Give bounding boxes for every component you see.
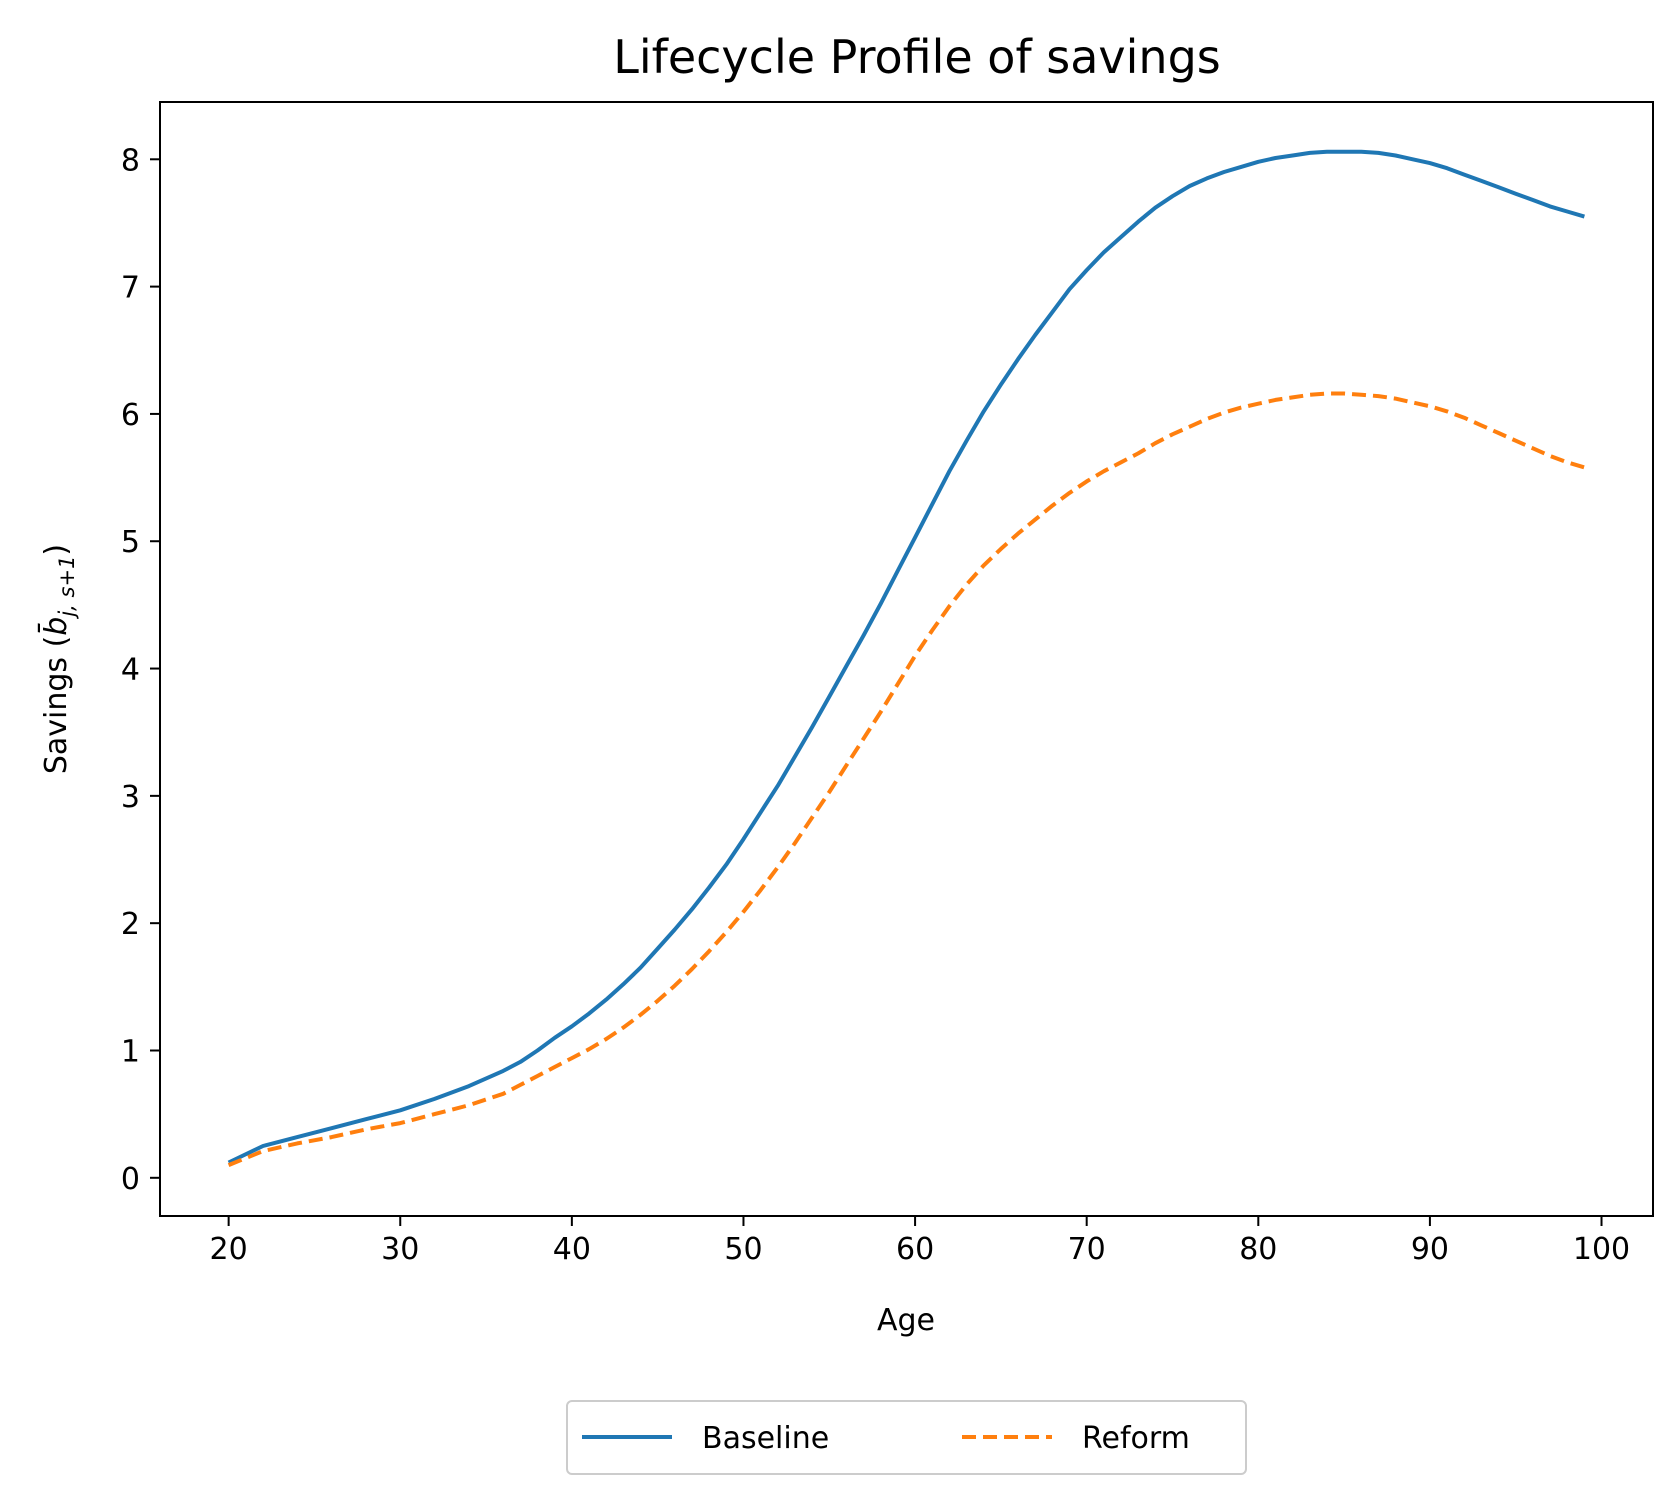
y-axis-label-prefix: Savings ( <box>39 636 74 774</box>
series-line-reform <box>227 391 1585 1167</box>
chart-title: Lifecycle Profile of savings <box>613 30 1221 84</box>
x-axis-label: Age <box>877 1303 935 1338</box>
legend-label-reform: Reform <box>1082 1421 1190 1456</box>
series-line-baseline <box>227 149 1585 1165</box>
y-tick-label: 3 <box>121 780 140 815</box>
y-tick-label: 8 <box>121 143 140 178</box>
y-tick-label: 0 <box>121 1162 140 1197</box>
x-tick-label: 40 <box>553 1232 591 1267</box>
y-tick-label: 1 <box>121 1034 140 1069</box>
x-tick-label: 60 <box>896 1232 934 1267</box>
y-axis-label-suffix: ) <box>39 544 74 556</box>
y-axis-label: Savings (b̄j, s+1) <box>38 544 79 774</box>
x-tick-label: 100 <box>1573 1232 1630 1267</box>
x-tick-label: 50 <box>724 1232 762 1267</box>
y-axis-label-subscript: j, s+1 <box>55 556 79 620</box>
legend: Baseline Reform <box>566 1400 1247 1475</box>
y-tick-label: 4 <box>121 653 140 688</box>
axes-frame <box>159 101 1654 1217</box>
y-tick-label: 5 <box>121 525 140 560</box>
x-tick-label: 90 <box>1411 1232 1449 1267</box>
plot-area: 20 30 40 50 60 70 80 90 100 0 1 2 3 4 5 6 7 8 <box>121 101 1654 1267</box>
y-axis: 0 1 2 3 4 5 6 7 8 <box>121 143 160 1197</box>
x-tick-label: 80 <box>1239 1232 1277 1267</box>
x-tick-label: 30 <box>381 1232 419 1267</box>
y-tick-label: 6 <box>121 398 140 433</box>
y-tick-label: 7 <box>121 271 140 306</box>
x-axis: 20 30 40 50 60 70 80 90 100 <box>210 1216 1630 1267</box>
legend-label-baseline: Baseline <box>702 1421 829 1456</box>
series-layer <box>227 149 1585 1167</box>
legend-frame <box>566 1400 1247 1475</box>
y-axis-label-symbol: b̄ <box>38 617 74 636</box>
y-tick-label: 2 <box>121 907 140 942</box>
x-tick-label: 20 <box>210 1232 248 1267</box>
x-tick-label: 70 <box>1068 1232 1106 1267</box>
